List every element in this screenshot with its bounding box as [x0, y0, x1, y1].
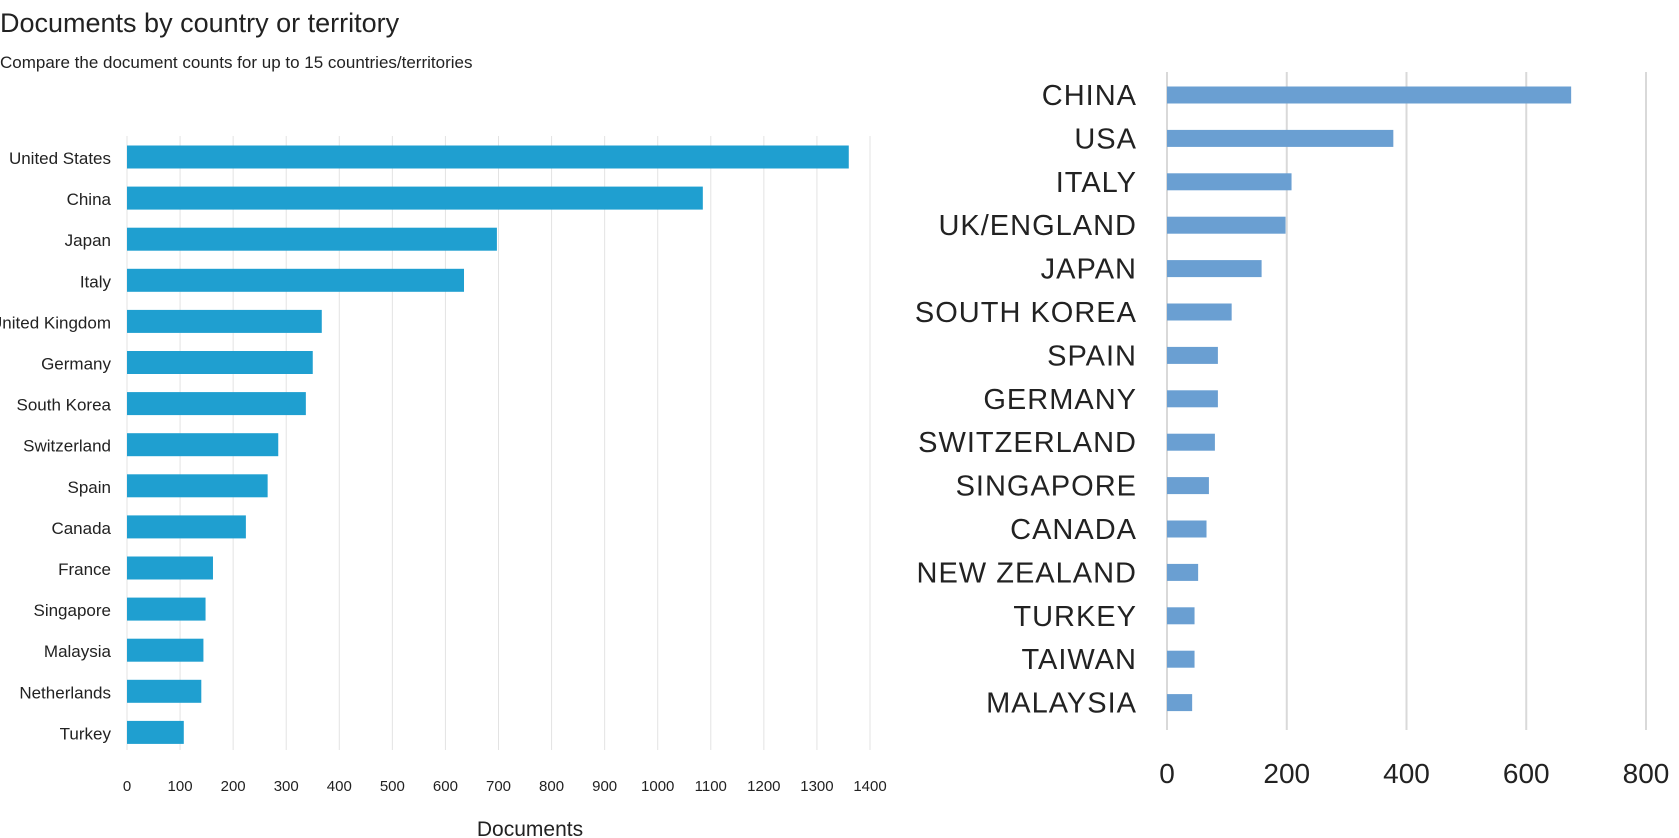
bar — [127, 515, 246, 539]
category-label: MALAYSIA — [986, 688, 1137, 720]
category-label: Spain — [68, 478, 111, 497]
x-tick-label: 900 — [592, 778, 617, 795]
category-label: Japan — [65, 231, 111, 250]
bar — [127, 309, 322, 333]
bar — [127, 597, 206, 621]
category-label: South Korea — [16, 396, 111, 415]
right-gridlines — [1166, 72, 1647, 730]
bar — [1167, 563, 1199, 581]
chart-subtitle: Compare the document counts for up to 15… — [0, 53, 472, 72]
x-tick-label: 500 — [380, 778, 405, 795]
category-label: China — [67, 190, 112, 209]
chart-title: Documents by country or territory — [0, 8, 400, 38]
left-tick-labels: 0 100 200 300 400 500 600 700 800 900 1000 1100 1200… — [123, 778, 887, 795]
category-label: Singapore — [33, 601, 111, 620]
bar — [127, 474, 268, 498]
category-label: Netherlands — [19, 683, 111, 702]
bar — [1167, 86, 1572, 104]
bar — [127, 186, 703, 210]
x-axis-title: Documents — [477, 818, 583, 838]
category-label: USA — [1074, 123, 1137, 155]
x-tick-label: 400 — [327, 778, 352, 795]
bar — [127, 433, 279, 457]
x-tick-label: 400 — [1383, 758, 1430, 789]
x-tick-label: 1400 — [853, 778, 886, 795]
category-label: Turkey — [60, 724, 112, 743]
right-tick-labels: 0 200 400 600 800 — [1159, 758, 1669, 789]
bar — [127, 638, 204, 662]
category-label: ITALY — [1056, 167, 1137, 199]
category-label: TURKEY — [1013, 601, 1137, 633]
bar — [127, 227, 497, 251]
bar — [1167, 477, 1209, 495]
bar — [127, 556, 213, 580]
bar — [127, 145, 849, 169]
bar — [1167, 520, 1207, 538]
right-category-labels: CHINA USA ITALY UK/ENGLAND JAPAN SOUTH KOREA S… — [915, 80, 1137, 720]
category-label: NEW ZEALAND — [917, 557, 1137, 589]
right-chart: CHINA USA ITALY UK/ENGLAND JAPAN SOUTH KOREA S… — [915, 72, 1669, 789]
x-tick-label: 200 — [221, 778, 246, 795]
x-tick-label: 1000 — [641, 778, 674, 795]
category-label: Germany — [41, 355, 111, 374]
category-label: CANADA — [1010, 514, 1137, 546]
category-label: GERMANY — [983, 384, 1137, 416]
x-tick-label: 600 — [1503, 758, 1550, 789]
category-label: TAIWAN — [1021, 644, 1137, 676]
bar — [1167, 346, 1218, 364]
bar — [1167, 260, 1262, 278]
x-tick-label: 0 — [123, 778, 131, 795]
bar — [127, 392, 306, 416]
category-label: United States — [9, 149, 111, 168]
bar — [1167, 303, 1232, 321]
category-label: France — [58, 560, 111, 579]
left-category-labels: United States China Japan Italy United Kingd… — [0, 149, 112, 743]
category-label: SPAIN — [1047, 340, 1137, 372]
x-tick-label: 0 — [1159, 758, 1175, 789]
category-label: Canada — [51, 519, 111, 538]
bar — [1167, 694, 1193, 712]
bar — [1167, 650, 1195, 668]
category-label: CHINA — [1042, 80, 1137, 112]
x-tick-label: 1200 — [747, 778, 780, 795]
left-bars — [127, 145, 849, 744]
category-label: UK/ENGLAND — [938, 210, 1137, 242]
x-tick-label: 1100 — [695, 778, 727, 795]
category-label: Malaysia — [44, 642, 112, 661]
x-tick-label: 1300 — [800, 778, 833, 795]
bar — [1167, 607, 1195, 625]
bar — [127, 679, 202, 703]
x-tick-label: 300 — [274, 778, 299, 795]
bar — [127, 268, 465, 292]
category-label: SOUTH KOREA — [915, 297, 1137, 329]
category-label: Italy — [80, 272, 112, 291]
left-chart: Documents by country or territory Compar… — [0, 8, 887, 838]
bar — [1167, 433, 1215, 451]
bar — [1167, 216, 1286, 234]
category-label: SWITZERLAND — [918, 427, 1137, 459]
x-tick-label: 600 — [433, 778, 458, 795]
x-tick-label: 200 — [1263, 758, 1310, 789]
bar — [1167, 390, 1218, 408]
bar — [1167, 129, 1394, 147]
x-tick-label: 100 — [168, 778, 193, 795]
bar — [1167, 173, 1292, 191]
x-tick-label: 800 — [539, 778, 564, 795]
category-label: JAPAN — [1041, 254, 1137, 286]
category-label: United Kingdom — [0, 313, 111, 332]
category-label: Switzerland — [23, 437, 111, 456]
category-label: SINGAPORE — [956, 471, 1137, 503]
x-tick-label: 700 — [486, 778, 511, 795]
right-bars — [1167, 86, 1572, 712]
bar — [127, 351, 313, 374]
bar — [127, 720, 184, 744]
x-tick-label: 800 — [1623, 758, 1670, 789]
